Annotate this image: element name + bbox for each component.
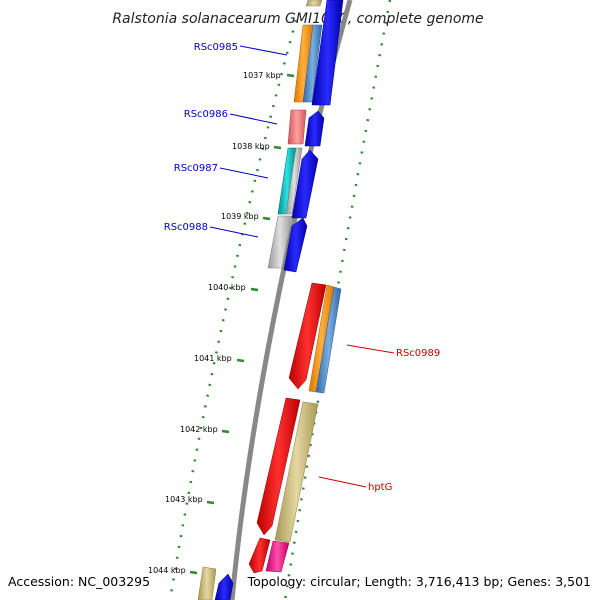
tick-label: 1043 kbp [165, 495, 203, 504]
gene-label-rsc0988[interactable]: RSc0988 [164, 222, 208, 233]
feature-track-middle [248, 282, 342, 574]
feature-khaki-top [305, 0, 323, 7]
feature-khaki-hptG [274, 401, 319, 543]
tick-1040 [250, 287, 259, 292]
leader-rsc0989 [346, 344, 395, 354]
feature-grey-rsc0988 [267, 215, 293, 269]
feature-blue-cds-rsc0986[interactable] [304, 110, 325, 147]
feature-blue-cds-rsc0988[interactable] [283, 217, 308, 273]
tick-1038 [273, 145, 282, 150]
feature-khaki-bottom [197, 566, 217, 600]
tick-label: 1041 kbp [194, 354, 232, 363]
gene-labels: RSc0985 RSc0986 RSc0987 RSc0988 RSc0989 … [164, 42, 441, 493]
outer-guide-arc [283, 0, 392, 600]
leader-hptG [318, 476, 367, 488]
tick-label: 1038 kbp [232, 142, 270, 151]
tick-labels: 1037 kbp 1038 kbp 1039 kbp 1040 kbp 1041… [148, 71, 281, 575]
feature-pink-rsc0986 [287, 109, 307, 145]
gene-label-rsc0985[interactable]: RSc0985 [194, 42, 238, 53]
feature-track-bottom [197, 566, 234, 600]
leader-rsc0986 [229, 113, 278, 125]
tick-label: 1037 kbp [243, 71, 281, 80]
tick-1041 [236, 358, 245, 363]
tick-label: 1040 kbp [208, 283, 246, 292]
feature-steelblue-rsc0989 [315, 286, 342, 394]
leader-rsc0985 [239, 45, 288, 56]
feature-magenta-bottom [265, 540, 290, 573]
tick-label: 1042 kbp [180, 425, 218, 434]
feature-grey-rsc0987 [285, 147, 303, 215]
gene-label-hptG[interactable]: hptG [368, 482, 392, 493]
tick-label: 1044 kbp [148, 566, 186, 575]
feature-red-cds-rsc0989[interactable] [288, 282, 327, 390]
tick-marks [189, 73, 295, 575]
tick-1042 [221, 429, 230, 434]
tick-1044 [189, 570, 198, 575]
leader-rsc0987 [219, 167, 269, 179]
tick-1037 [286, 73, 295, 78]
feature-blue-cds-rsc0987[interactable] [291, 149, 319, 219]
topology-summary: Topology: circular; Length: 3,716,413 bp… [247, 574, 591, 589]
feature-blue-cds-rsc0985[interactable] [311, 0, 344, 106]
gene-label-rsc0987[interactable]: RSc0987 [174, 163, 218, 174]
feature-steelblue-rsc0985 [302, 24, 323, 103]
tick-1039 [262, 216, 271, 221]
feature-red-cds-bottom[interactable] [248, 537, 271, 574]
label-leaders [209, 45, 395, 488]
feature-blue-cds-bottom[interactable] [214, 573, 234, 600]
tick-label: 1039 kbp [221, 212, 259, 221]
gene-label-rsc0986[interactable]: RSc0986 [184, 109, 228, 120]
tick-1043 [206, 500, 215, 505]
accession-text: Accession: NC_003295 [8, 574, 150, 589]
feature-track-top [267, 0, 344, 273]
gene-label-rsc0989[interactable]: RSc0989 [396, 348, 440, 359]
feature-red-cds-hptG[interactable] [256, 397, 301, 536]
leader-rsc0988 [209, 226, 259, 238]
map-title: Ralstonia solanacearum GMI1000, complete… [112, 11, 483, 27]
